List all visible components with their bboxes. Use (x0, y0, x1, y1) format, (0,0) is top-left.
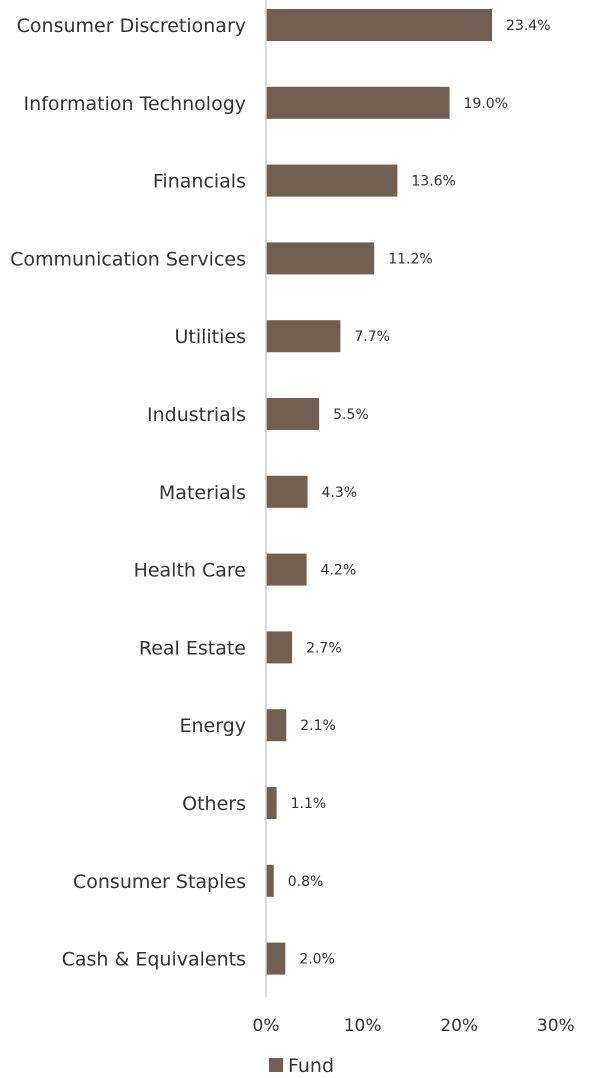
category-label-2: Financials (153, 171, 246, 193)
category-label-5: Industrials (147, 404, 246, 426)
x-tick-label-1: 10% (344, 1016, 382, 1036)
category-label-7: Health Care (134, 560, 246, 582)
bar-12 (266, 942, 286, 975)
bar-7 (266, 553, 307, 586)
value-label-5: 5.5% (333, 407, 369, 423)
value-label-8: 2.7% (306, 640, 342, 656)
value-label-4: 7.7% (354, 329, 390, 345)
x-axis-ticks: 0% 10% 20% 30% (253, 1016, 575, 1036)
bar-10 (266, 787, 277, 819)
category-label-4: Utilities (174, 326, 246, 348)
category-label-1: Information Technology (24, 93, 246, 115)
bar-0 (266, 9, 493, 41)
value-label-11: 0.8% (288, 874, 324, 890)
legend-swatch-fund (269, 1058, 283, 1072)
x-tick-label-2: 20% (440, 1016, 478, 1036)
category-label-12: Cash & Equivalents (62, 949, 246, 971)
category-label-10: Others (182, 793, 246, 815)
value-label-12: 2.0% (299, 952, 335, 968)
bar-11 (266, 864, 274, 897)
legend: Fund (269, 1055, 334, 1077)
value-label-7: 4.2% (321, 563, 357, 579)
value-label-9: 2.1% (300, 718, 336, 734)
bars-layer: 23.4% 19.0% 13.6% 11.2% 7.7% 5.5% 4.3% 4.2% 2.7%… (266, 9, 551, 975)
value-label-0: 23.4% (506, 18, 550, 34)
bar-9 (266, 709, 287, 742)
bar-3 (266, 242, 375, 275)
bar-1 (266, 86, 450, 119)
category-label-0: Consumer Discretionary (17, 15, 246, 37)
bar-8 (266, 631, 293, 664)
value-label-10: 1.1% (291, 796, 327, 812)
bar-4 (266, 320, 341, 353)
bar-2 (266, 164, 398, 197)
category-label-8: Real Estate (139, 637, 246, 659)
x-tick-label-0: 0% (253, 1016, 280, 1036)
value-label-6: 4.3% (322, 485, 358, 501)
category-label-6: Materials (159, 482, 246, 504)
bar-6 (266, 475, 308, 508)
legend-label-fund: Fund (288, 1055, 334, 1077)
x-tick-label-3: 30% (537, 1016, 575, 1036)
value-label-1: 19.0% (464, 96, 508, 112)
category-labels: Consumer Discretionary Information Techno… (10, 15, 246, 971)
value-label-3: 11.2% (388, 251, 432, 267)
value-label-2: 13.6% (411, 174, 455, 190)
category-label-9: Energy (179, 715, 246, 737)
category-label-11: Consumer Staples (73, 871, 246, 893)
bar-5 (266, 398, 320, 430)
category-label-3: Communication Services (10, 248, 246, 270)
